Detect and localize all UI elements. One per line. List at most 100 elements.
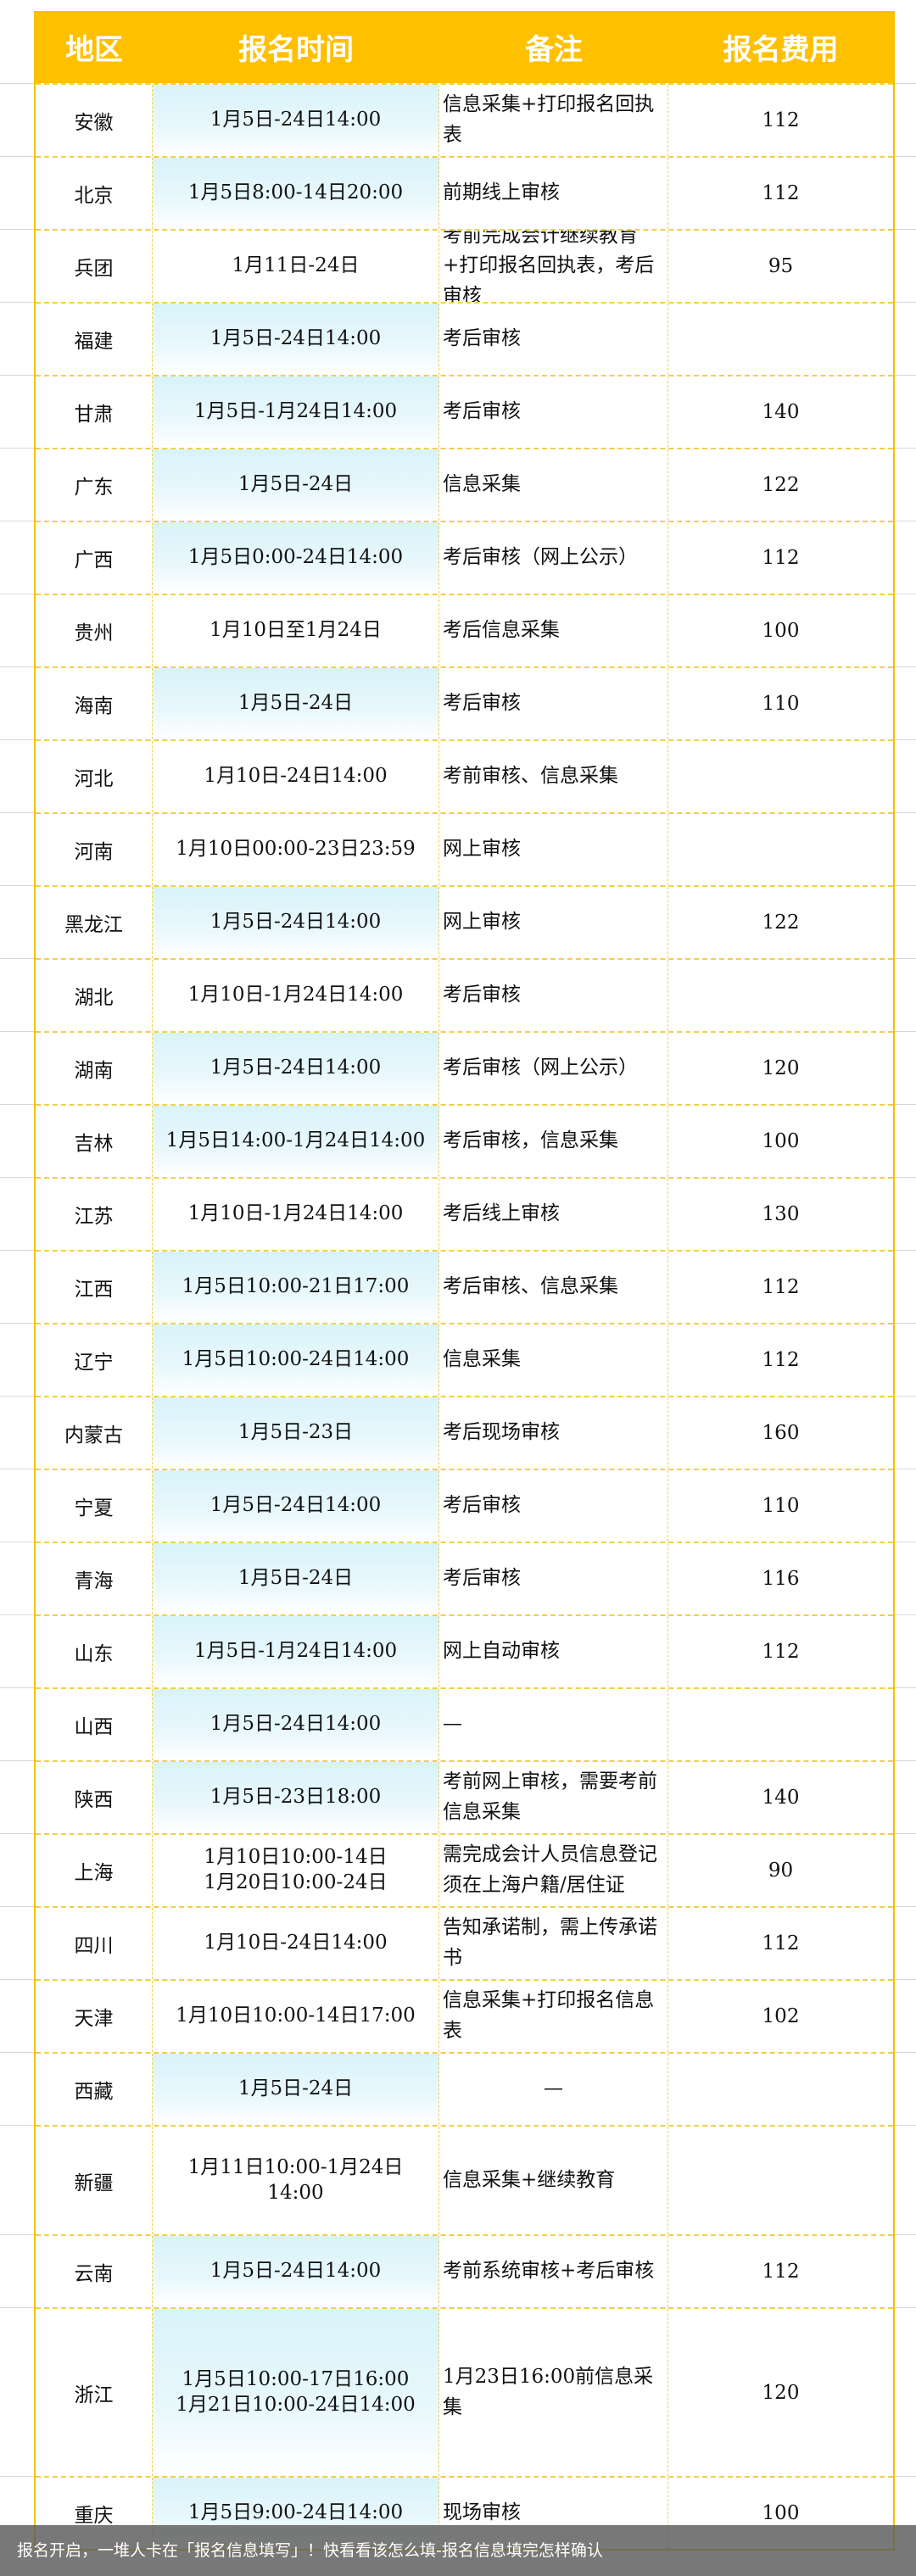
fee-cell — [668, 2127, 893, 2234]
table-row: 浙江 1月5日10:00-17日16:00 1月21日10:00-24日14:00… — [36, 2307, 893, 2476]
note-cell: 网上审核 — [439, 814, 668, 885]
fee-cell: 110 — [762, 693, 800, 715]
table-row: 海南 1月5日-24日 考后审核 110 — [36, 666, 893, 739]
fee-cell: 112 — [762, 182, 800, 204]
note-cell: 网上审核 — [439, 887, 668, 958]
region-cell: 湖北 — [36, 960, 153, 1031]
fee-cell: 95 — [768, 255, 794, 277]
fee-cell: 122 — [762, 474, 800, 496]
time-cell: 1月5日-24日14:00 — [153, 85, 439, 156]
time-cell: 1月5日10:00-21日17:00 — [153, 1252, 439, 1323]
region-cell: 湖南 — [36, 1033, 153, 1104]
fee-cell: 112 — [762, 1276, 800, 1298]
table-row: 山西 1月5日-24日14:00— — [36, 1687, 893, 1760]
table-row: 新疆 1月11日10:00-1月24日 14:00 信息采集+继续教育 — [36, 2125, 893, 2234]
region-cell: 陕西 — [36, 1762, 153, 1833]
time-cell: 1月5日-23日 — [153, 1397, 439, 1469]
note-cell: 考前审核、信息采集 — [439, 741, 668, 812]
time-cell: 1月11日-24日 — [153, 231, 439, 302]
time-cell: 1月5日-24日14:00 — [153, 887, 439, 958]
time-cell: 1月10日-24日14:00 — [153, 1908, 439, 1979]
region-cell: 广西 — [36, 522, 153, 594]
table-row: 河南 1月10日00:00-23日23:59 网上审核 — [36, 812, 893, 885]
note-cell: 信息采集 — [439, 1324, 668, 1396]
region-cell: 山西 — [36, 1689, 153, 1760]
time-cell: 1月5日8:00-14日20:00 — [153, 158, 439, 229]
table-row: 青海 1月5日-24日 考后审核 116 — [36, 1542, 893, 1614]
region-cell: 兵团 — [36, 231, 153, 302]
time-cell: 1月10日00:00-23日23:59 — [153, 814, 439, 885]
table-row: 安徽 1月5日-24日14:00 信息采集+打印报名回执表 112 — [36, 83, 893, 156]
fee-cell — [668, 960, 893, 1031]
time-cell: 1月10日-24日14:00 — [153, 741, 439, 812]
table-row: 内蒙古 1月5日-23日 考后现场审核 160 — [36, 1396, 893, 1469]
table-row: 兵团 1月11日-24日 考前完成会计继续教育+打印报名回执表，考后审核 95 — [36, 229, 893, 302]
table-row: 广西 1月5日0:00-24日14:00 考后审核（网上公示） 112 — [36, 521, 893, 594]
time-cell: 1月5日10:00-24日14:00 — [153, 1324, 439, 1396]
time-cell: 1月5日-24日14:00 — [153, 2236, 439, 2307]
time-cell: 1月5日-24日14:00 — [153, 1033, 439, 1104]
table-row: 甘肃 1月5日-1月24日14:00 考后审核 140 — [36, 375, 893, 448]
note-cell: 信息采集+打印报名信息表 — [439, 1981, 668, 2052]
note-cell: 需完成会计人员信息登记 须在上海户籍/居住证 — [439, 1835, 668, 1906]
note-cell: 信息采集+继续教育 — [439, 2127, 668, 2234]
region-cell: 山东 — [36, 1616, 153, 1687]
table-row: 四川 1月10日-24日14:00 告知承诺制，需上传承诺书 112 — [36, 1906, 893, 1979]
note-cell: 考后审核 — [439, 376, 668, 448]
note-cell: 考后审核 — [439, 1470, 668, 1542]
table-row: 山东 1月5日-1月24日14:00 网上自动审核 112 — [36, 1614, 893, 1687]
region-cell: 河南 — [36, 814, 153, 885]
fee-cell — [668, 1689, 893, 1760]
time-cell: 1月5日14:00-1月24日14:00 — [153, 1106, 439, 1177]
time-cell: 1月5日-23日18:00 — [153, 1762, 439, 1833]
table-row: 北京 1月5日8:00-14日20:00 前期线上审核 112 — [36, 156, 893, 229]
fee-cell: 112 — [762, 1932, 800, 1954]
fee-cell: 110 — [762, 1495, 800, 1517]
table-row: 陕西 1月5日-23日18:00 考前网上审核，需要考前信息采集 140 — [36, 1760, 893, 1833]
region-cell: 甘肃 — [36, 376, 153, 448]
fee-cell — [668, 304, 893, 375]
note-cell: 考前系统审核+考后审核 — [439, 2236, 668, 2307]
time-cell: 1月10日10:00-14日17:00 — [153, 1981, 439, 2052]
fee-cell: 120 — [762, 1057, 800, 1079]
time-cell: 1月5日-1月24日14:00 — [153, 376, 439, 448]
table-row: 广东 1月5日-24日 信息采集 122 — [36, 448, 893, 521]
note-cell: 1月23日16:00前信息采集 — [439, 2309, 668, 2476]
table-row: 河北 1月10日-24日14:00 考前审核、信息采集 — [36, 739, 893, 812]
time-cell: 1月5日-24日14:00 — [153, 1689, 439, 1760]
note-cell: 考后审核 — [439, 960, 668, 1031]
note-cell: — — [439, 2054, 668, 2125]
table-row: 吉林 1月5日14:00-1月24日14:00 考后审核，信息采集 100 — [36, 1104, 893, 1177]
table-row: 福建 1月5日-24日14:00 考后审核 — [36, 302, 893, 375]
table-header: 地区 报名时间 备注 报名费用 — [36, 11, 893, 83]
time-cell: 1月5日-24日 — [153, 449, 439, 521]
region-cell: 河北 — [36, 741, 153, 812]
note-cell: 告知承诺制，需上传承诺书 — [439, 1908, 668, 1979]
time-cell: 1月10日至1月24日 — [153, 595, 439, 666]
table-row: 辽宁 1月5日10:00-24日14:00 信息采集 112 — [36, 1323, 893, 1396]
fee-cell: 100 — [762, 1130, 800, 1152]
fee-cell: 116 — [762, 1568, 800, 1590]
region-cell: 江苏 — [36, 1179, 153, 1250]
region-cell: 浙江 — [36, 2309, 153, 2476]
fee-cell: 90 — [768, 1860, 794, 1882]
article-title-bar[interactable]: 报名开启，一堆人卡在「报名信息填写」！快看看该怎么填-报名信息填完怎样确认 — [0, 2525, 916, 2576]
note-cell: 考后审核（网上公示） — [439, 1033, 668, 1104]
time-cell: 1月5日-24日 — [153, 1543, 439, 1614]
region-cell: 福建 — [36, 304, 153, 375]
region-cell: 黑龙江 — [36, 887, 153, 958]
fee-cell: 140 — [762, 401, 800, 423]
region-cell: 四川 — [36, 1908, 153, 1979]
region-cell: 海南 — [36, 668, 153, 739]
region-cell: 安徽 — [36, 85, 153, 156]
time-cell: 1月10日-1月24日14:00 — [153, 1179, 439, 1250]
fee-cell: 140 — [762, 1787, 800, 1809]
fee-cell: 112 — [762, 1349, 800, 1371]
note-cell: 考后审核（网上公示） — [439, 522, 668, 594]
note-cell: 信息采集 — [439, 449, 668, 521]
region-cell: 青海 — [36, 1543, 153, 1614]
note-cell: 考前完成会计继续教育+打印报名回执表，考后审核 — [439, 231, 668, 302]
note-cell: — — [439, 1689, 668, 1760]
time-cell: 1月5日-1月24日14:00 — [153, 1616, 439, 1687]
table-row: 湖南 1月5日-24日14:00 考后审核（网上公示） 120 — [36, 1031, 893, 1104]
